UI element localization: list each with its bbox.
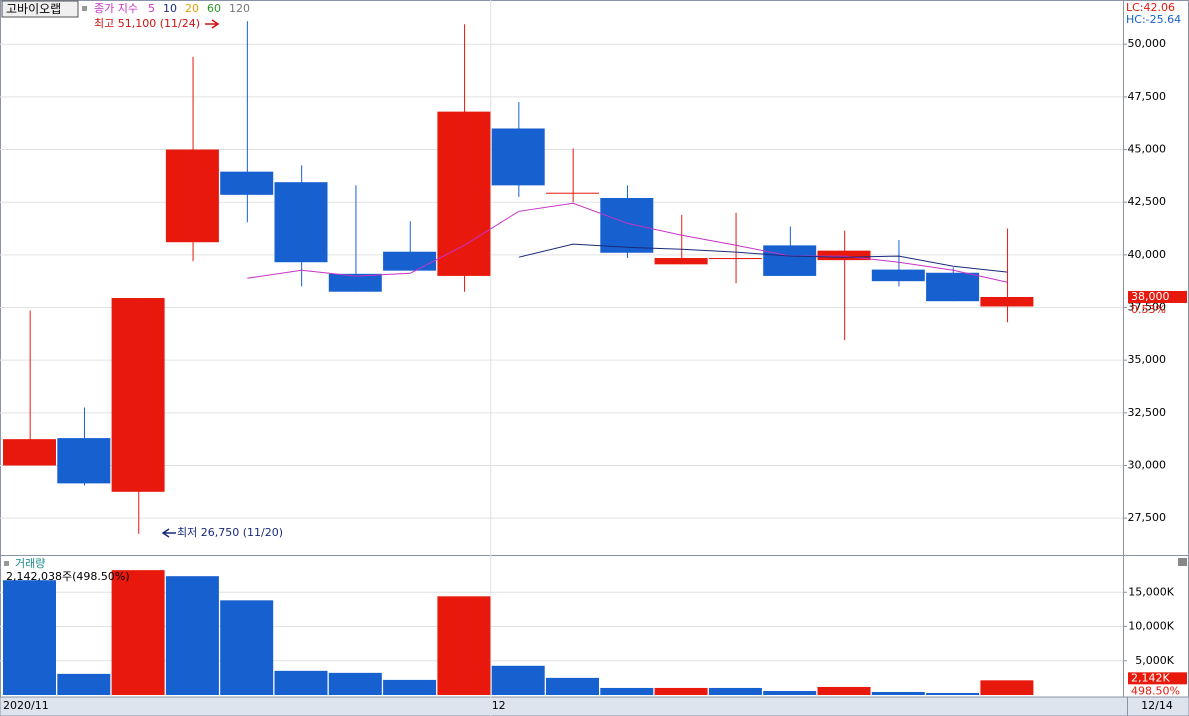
volume-last-box: [1128, 672, 1187, 685]
candle-body: [111, 298, 165, 492]
legend-label: 종가 지수: [94, 2, 138, 15]
y-tick-label: 27,500: [1128, 511, 1167, 524]
y-tick-label: 37,500: [1128, 301, 1167, 314]
volume-change-label: 498.50%: [1131, 684, 1180, 697]
y-tick-label: 45,000: [1128, 143, 1167, 156]
volume-bar: [926, 692, 980, 695]
ma-line: [247, 202, 1008, 283]
candle-body: [980, 296, 1034, 307]
volume-bar: [654, 687, 708, 695]
candle-body: [383, 251, 437, 271]
x-tick-label: 12: [492, 699, 506, 712]
change-label: 0.53%: [1131, 303, 1166, 316]
y-tick-label: 40,000: [1128, 248, 1167, 261]
ma-line: [518, 243, 1008, 273]
lc-label: LC:42.06: [1126, 1, 1175, 14]
candle-body: [708, 258, 762, 260]
low-arrow: [161, 528, 176, 538]
volume-bar: [980, 680, 1034, 695]
marks: [3, 21, 1034, 695]
high-note: 최고 51,100 (11/24): [94, 17, 200, 30]
y-tick-label: 15,000K: [1128, 585, 1174, 598]
candle-body: [600, 197, 654, 253]
stock-name: 고바이오랩: [6, 2, 61, 16]
legend-square: [82, 6, 87, 11]
volume-bar: [3, 580, 56, 695]
volume-title: 거래량: [15, 557, 45, 570]
y-tick-label: 10,000K: [1128, 620, 1174, 633]
candle-body: [220, 171, 274, 195]
high-arrow: [205, 19, 220, 29]
volume-bar: [383, 679, 437, 695]
legend-entry: 5: [148, 2, 155, 15]
volume-square: [4, 561, 9, 566]
x-tick-label: 2020/11: [3, 699, 49, 712]
candle-body: [328, 273, 382, 292]
low-note: 최저 26,750 (11/20): [177, 526, 283, 539]
volume-bar: [763, 690, 817, 695]
volume-bar: [817, 686, 871, 695]
candle-body: [546, 192, 599, 194]
volume-bar: [274, 670, 328, 695]
volume-bar: [546, 677, 599, 695]
candle-body: [926, 272, 980, 302]
last-price-box: [1128, 290, 1187, 303]
volume-bar: [600, 687, 654, 695]
volume-bar: [111, 570, 165, 695]
hc-label: HC:-25.64: [1126, 13, 1181, 26]
legend-entry: 10: [163, 2, 177, 15]
volume-bar: [437, 596, 491, 695]
y-tick-label: 32,500: [1128, 406, 1167, 419]
volume-bar: [491, 665, 545, 695]
volume-bar: [220, 600, 274, 695]
y-tick-label: 47,500: [1128, 90, 1167, 103]
candle-body: [491, 128, 545, 186]
y-tick-label: 5,000K: [1135, 654, 1174, 667]
volume-bar: [165, 576, 219, 695]
candle-body: [57, 438, 111, 484]
last-price-label: 38,000: [1131, 290, 1170, 303]
panel-close[interactable]: [1178, 558, 1187, 566]
legend-entry: 120: [229, 2, 250, 15]
y-tick-label: 42,500: [1128, 195, 1167, 208]
candle-body: [871, 269, 925, 282]
candle-body: [817, 250, 871, 261]
volume-bar: [871, 691, 925, 695]
volume-bar: [708, 687, 762, 695]
legend-entry: 20: [185, 2, 199, 15]
y-tick-label: 35,000: [1128, 353, 1167, 366]
volume-bar: [328, 672, 382, 695]
legend-entry: 60: [207, 2, 221, 15]
candle-body: [274, 182, 328, 263]
date-strip: [0, 696, 1189, 716]
y-tick-label: 50,000: [1128, 37, 1167, 50]
y-tick-label: 30,000: [1128, 458, 1167, 471]
candle-body: [165, 149, 219, 243]
volume-subtitle: 2,142,038주(498.50%): [6, 570, 130, 583]
stock-name-box: [1, 0, 79, 18]
volume-last-label: 2,142K: [1131, 671, 1170, 684]
candle-body: [654, 258, 708, 265]
volume-bar: [57, 673, 111, 695]
candle-body: [3, 439, 56, 466]
end-date: 12/14: [1141, 699, 1173, 712]
candle-body: [763, 245, 817, 276]
candle-body: [437, 111, 491, 276]
